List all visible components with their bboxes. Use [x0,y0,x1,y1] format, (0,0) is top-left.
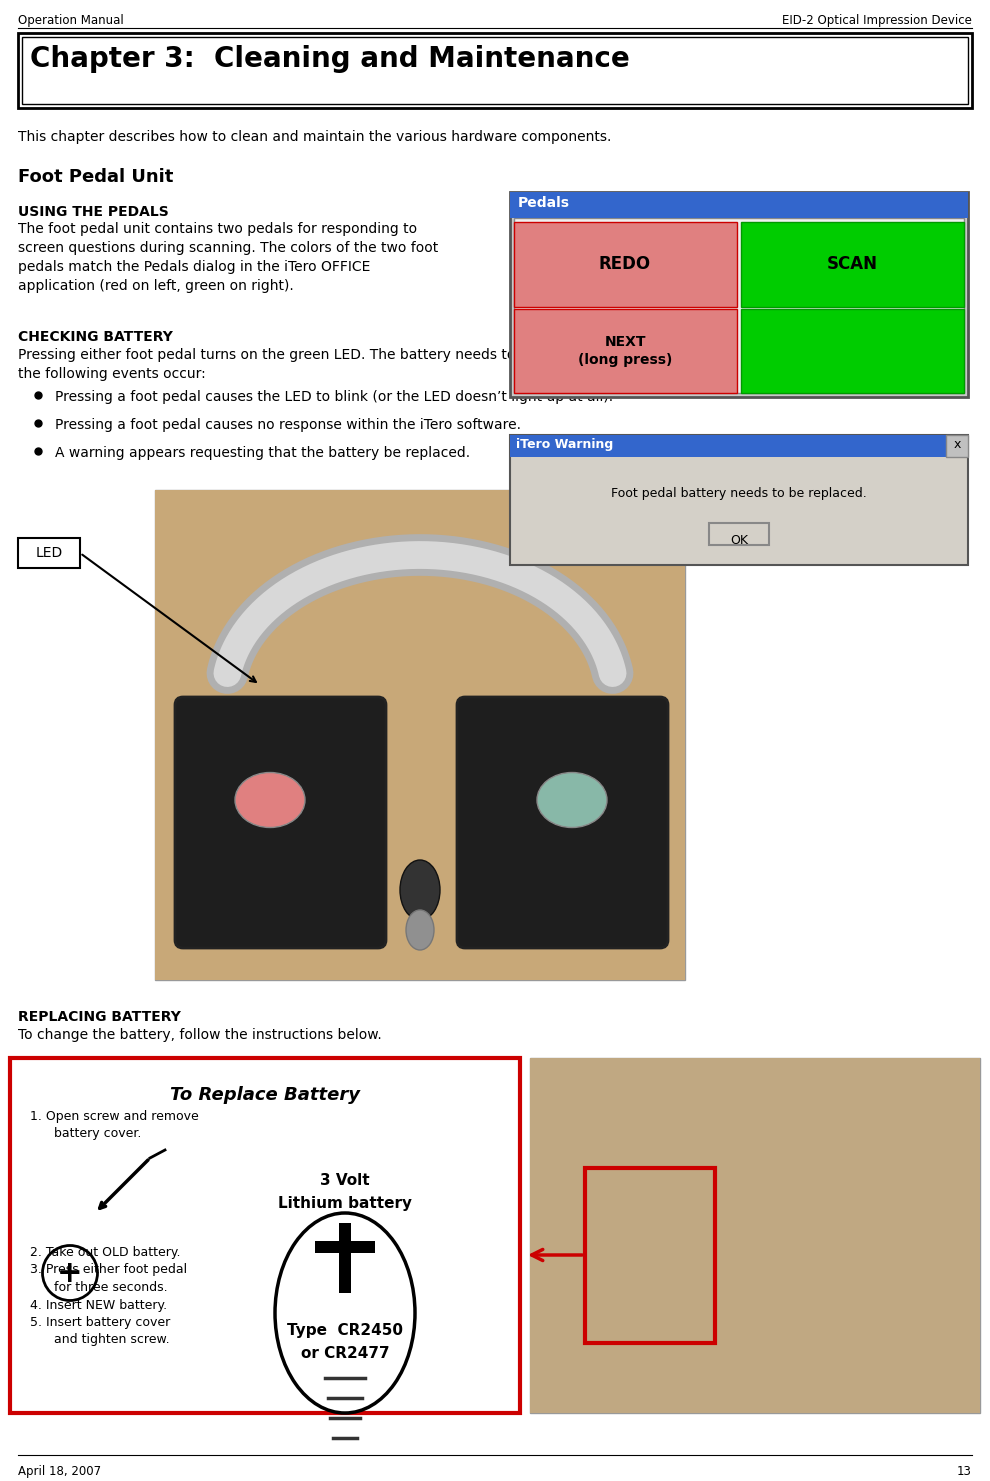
Bar [530,1057,980,1413]
Ellipse shape [537,773,607,828]
Bar [709,523,769,545]
Ellipse shape [43,1246,97,1300]
Text: 2. Take out OLD battery.
3. Press either foot pedal
      for three seconds.
4. : 2. Take out OLD battery. 3. Press either… [30,1246,187,1346]
Text: EID-2 Optical Impression Device: EID-2 Optical Impression Device [782,13,972,27]
Text: Pressing either foot pedal turns on the green LED. The battery needs to be repla: Pressing either foot pedal turns on the … [18,348,663,381]
Text: iTero Warning: iTero Warning [516,438,613,452]
Text: REDO: REDO [599,255,651,273]
Bar [530,1057,980,1413]
Bar [18,538,80,569]
Bar [22,37,968,104]
Ellipse shape [235,773,305,828]
Text: or CR2477: or CR2477 [301,1346,389,1361]
Bar [155,490,685,980]
Bar [510,193,968,397]
Text: 3 Volt: 3 Volt [320,1173,370,1188]
Bar [510,435,968,564]
Text: Pressing a foot pedal causes the LED to blink (or the LED doesn’t light up at al: Pressing a foot pedal causes the LED to … [55,390,613,404]
Text: A warning appears requesting that the battery be replaced.: A warning appears requesting that the ba… [55,446,470,461]
Bar [18,33,972,108]
Text: LED: LED [36,546,62,560]
Bar [315,1241,375,1253]
Text: To Replace Battery: To Replace Battery [170,1086,360,1103]
Text: 1. Open screw and remove
      battery cover.: 1. Open screw and remove battery cover. [30,1109,199,1140]
Ellipse shape [275,1213,415,1413]
Text: Operation Manual: Operation Manual [18,13,124,27]
Bar [514,222,737,307]
FancyBboxPatch shape [457,698,668,948]
Text: USING THE PEDALS: USING THE PEDALS [18,204,168,219]
Text: REPLACING BATTERY: REPLACING BATTERY [18,1010,181,1023]
Bar [585,1169,715,1343]
Text: NEXT
(long press): NEXT (long press) [578,335,672,367]
Text: Type  CR2450: Type CR2450 [287,1323,403,1337]
Bar [514,310,737,392]
Ellipse shape [406,909,434,949]
Text: To change the battery, follow the instructions below.: To change the battery, follow the instru… [18,1028,382,1043]
Text: Pressing a foot pedal causes no response within the iTero software.: Pressing a foot pedal causes no response… [55,418,521,432]
Text: x: x [953,438,960,452]
Text: Foot pedal battery needs to be replaced.: Foot pedal battery needs to be replaced. [611,487,867,501]
Bar [741,310,964,392]
Text: Lithium battery: Lithium battery [278,1197,412,1211]
Bar [741,222,964,307]
Bar [514,218,964,392]
Bar [10,1057,520,1413]
Text: +: + [57,1259,83,1287]
Bar [510,435,946,458]
Bar [339,1223,351,1293]
Text: OK: OK [730,535,748,546]
Bar [946,435,968,458]
Text: CHECKING BATTERY: CHECKING BATTERY [18,330,173,344]
Text: This chapter describes how to clean and maintain the various hardware components: This chapter describes how to clean and … [18,130,612,144]
Bar [155,490,685,980]
Text: The foot pedal unit contains two pedals for responding to
screen questions durin: The foot pedal unit contains two pedals … [18,222,439,293]
Text: 13: 13 [957,1465,972,1478]
Text: April 18, 2007: April 18, 2007 [18,1465,101,1478]
Ellipse shape [400,860,440,920]
FancyBboxPatch shape [175,698,386,948]
Text: Foot Pedal Unit: Foot Pedal Unit [18,167,173,187]
Text: Pedals: Pedals [518,195,570,210]
Text: SCAN: SCAN [827,255,877,273]
Bar [510,193,968,218]
Text: Chapter 3:  Cleaning and Maintenance: Chapter 3: Cleaning and Maintenance [30,44,630,73]
